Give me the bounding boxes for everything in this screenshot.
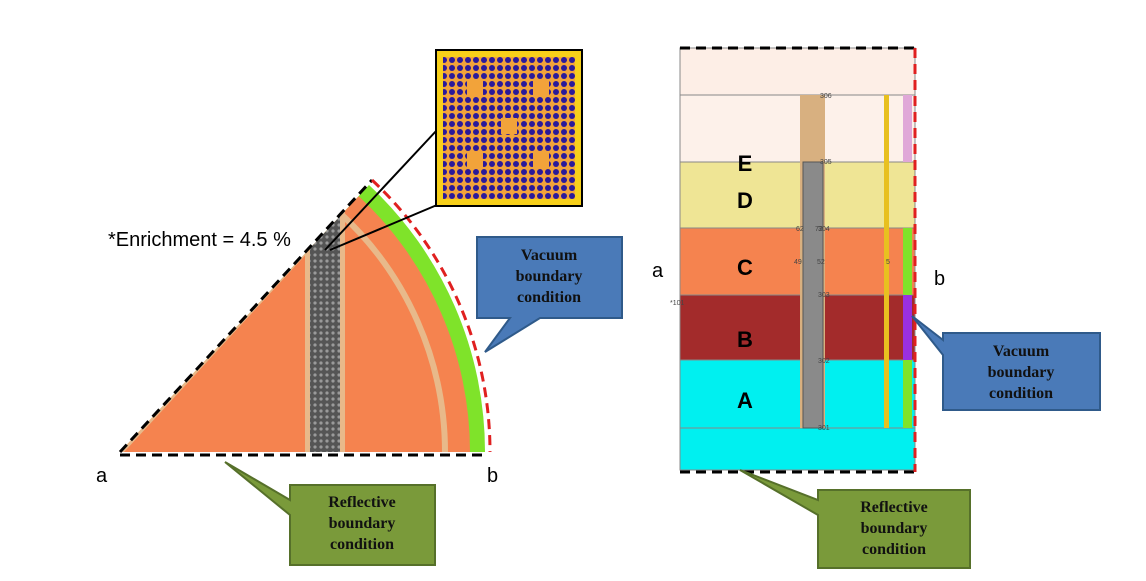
pointer [329,204,438,251]
layer [679,427,916,471]
strip [903,360,912,428]
small-label: 5 [886,259,890,266]
callout-text: Vacuum boundary condition [516,247,583,306]
small-label: 52 [817,259,825,266]
left-geometry [118,49,583,457]
ring [120,208,448,452]
pointer [324,129,438,251]
layer [679,359,916,429]
right-geometry [679,46,917,474]
small-label: 301 [818,425,830,432]
callout-text: Reflective boundary condition [860,499,928,558]
layer [679,294,916,361]
small-label: 305 [820,159,832,166]
callout-box [739,469,971,569]
small-label: 62 [796,226,804,233]
fuel-strip [802,161,824,429]
small-label: 72 [815,226,823,233]
label-a: a [652,260,664,282]
small-label: 303 [818,292,830,299]
fuel-strip [310,196,340,452]
small-label: *101 [670,300,685,307]
layer-label: B [737,327,753,352]
callout-box [476,236,623,353]
small-label: 304 [818,226,830,233]
callout-box [224,461,436,566]
layer-label: E [738,151,753,176]
layer-label: D [737,188,753,213]
callout-box [911,315,1101,411]
layer-label: C [737,255,753,280]
layer [679,161,916,229]
strip [903,295,912,360]
layer-label: A [737,388,753,413]
strip [903,95,912,162]
guide-tube [467,153,483,169]
label-b: b [487,465,498,487]
label-b: b [934,268,945,290]
layer [679,94,916,163]
guide-tube [533,153,549,169]
layer [679,47,916,96]
label-a: a [96,465,108,487]
callout-text: Vacuum boundary condition [988,343,1055,402]
small-label: 306 [820,93,832,100]
guide-tube [501,118,517,134]
small-label: 302 [818,358,830,365]
strip [903,228,912,295]
reflective-edge [118,178,374,454]
small-label: 49 [794,259,802,266]
guide-tube [467,80,483,96]
enrichment-label: *Enrichment = 4.5 % [108,229,291,251]
callout-text: Reflective boundary condition [328,494,396,553]
guide-tube [533,80,549,96]
strip [884,95,889,428]
layer [679,227,916,296]
vacuum-edge [370,178,492,453]
